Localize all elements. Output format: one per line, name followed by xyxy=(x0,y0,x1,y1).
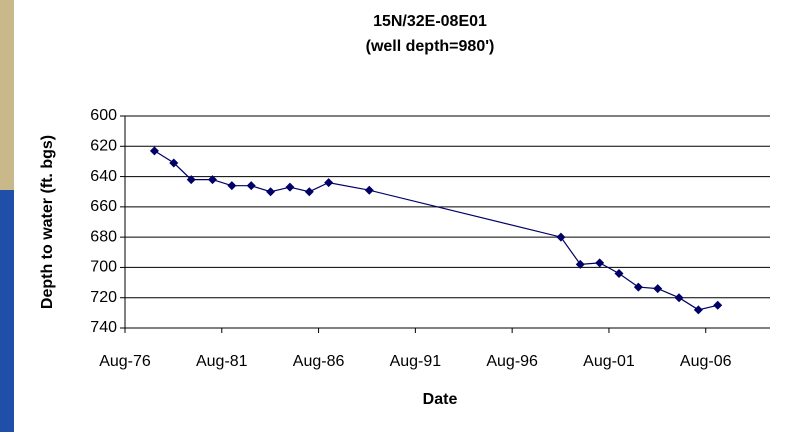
y-axis-title: Depth to water (ft. bgs) xyxy=(39,135,56,309)
x-tick-label: Aug-01 xyxy=(583,353,635,370)
y-tick-label: 680 xyxy=(90,228,117,245)
chart: 15N/32E-08E01 (well depth=980') Date Dep… xyxy=(0,0,807,432)
y-tick-label: 740 xyxy=(90,319,117,336)
y-tick-label: 660 xyxy=(90,198,117,215)
x-axis-title: Date xyxy=(423,391,458,408)
y-tick-label: 700 xyxy=(90,259,117,276)
x-tick-label: Aug-81 xyxy=(196,353,248,370)
x-tick-label: Aug-06 xyxy=(680,353,732,370)
left-strip-map xyxy=(0,0,14,190)
chart-title: 15N/32E-08E01 xyxy=(373,13,487,30)
left-strip-blue xyxy=(0,190,14,432)
x-tick-label: Aug-96 xyxy=(486,353,538,370)
x-tick-label: Aug-86 xyxy=(293,353,345,370)
y-tick-label: 640 xyxy=(90,168,117,185)
y-tick-label: 720 xyxy=(90,289,117,306)
y-tick-label: 620 xyxy=(90,138,117,155)
chart-subtitle: (well depth=980') xyxy=(366,38,495,55)
x-tick-label: Aug-91 xyxy=(390,353,442,370)
x-tick-label: Aug-76 xyxy=(99,353,151,370)
y-tick-label: 600 xyxy=(90,107,117,124)
